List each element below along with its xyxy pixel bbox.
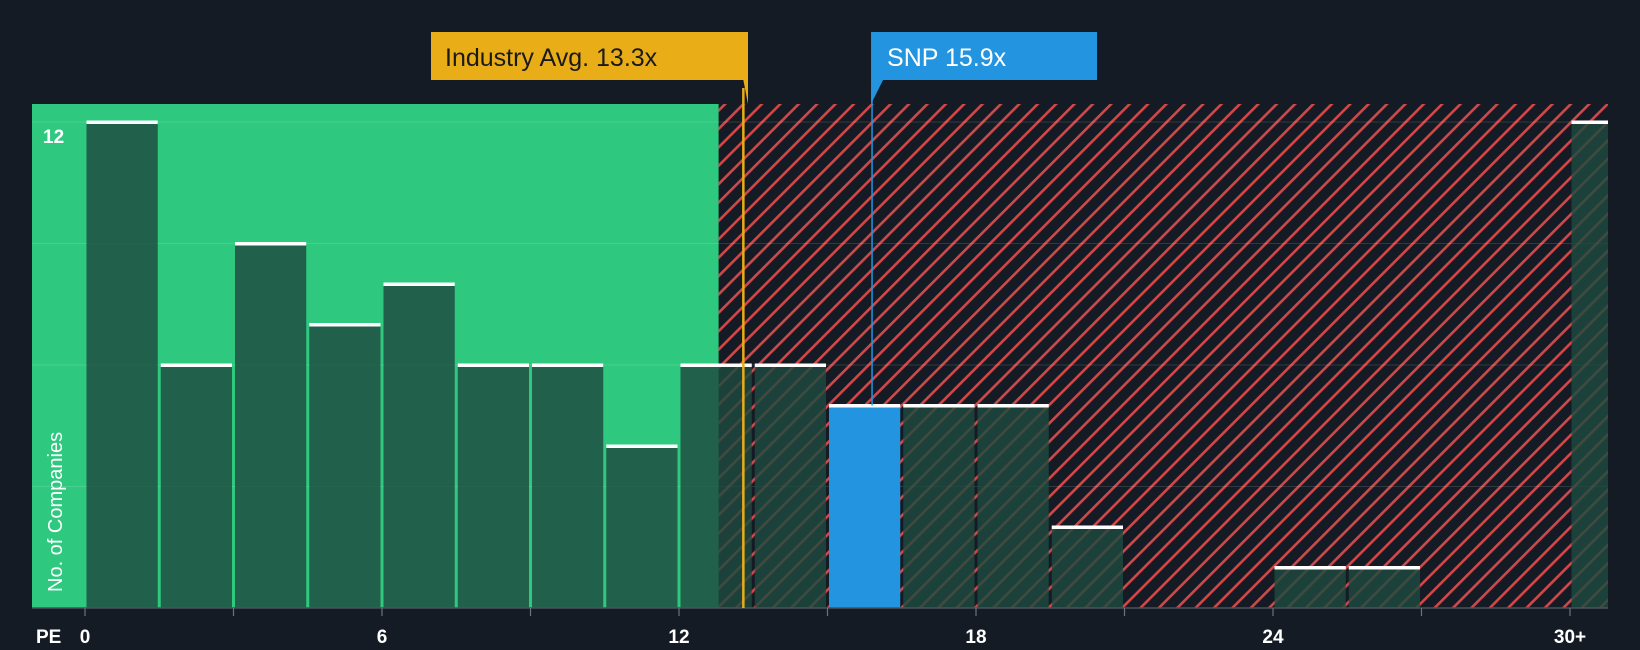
- company-pe-box: [871, 32, 1097, 104]
- x-tick-label: 18: [965, 627, 986, 648]
- bar: [383, 284, 455, 608]
- bar-cap: [235, 242, 307, 246]
- bar-cap: [1274, 566, 1346, 570]
- x-tick-label: 30+: [1554, 627, 1586, 648]
- bar: [1571, 122, 1608, 608]
- y-tick-label: 12: [43, 127, 64, 148]
- bar: [977, 405, 1049, 608]
- x-tick-labels: PE 0 6 12 18 24 30+: [36, 627, 1586, 648]
- x-tick-label: 12: [668, 627, 689, 648]
- bar: [1274, 567, 1346, 608]
- bar-cap: [754, 363, 826, 367]
- bar: [1051, 527, 1123, 608]
- bar-cap: [829, 404, 901, 408]
- company-pe-callout: SNP 15.9x: [871, 32, 1097, 104]
- bar: [606, 446, 678, 608]
- bar-cap: [903, 404, 975, 408]
- bar-cap: [383, 282, 455, 286]
- bar: [1348, 567, 1420, 608]
- y-axis-label: No. of Companies: [45, 432, 67, 592]
- bar-highlight: [829, 405, 901, 608]
- x-axis-label: PE: [36, 627, 61, 648]
- company-pe-label: SNP 15.9x: [887, 44, 1007, 72]
- x-tick-label: 0: [80, 627, 91, 648]
- bar-cap: [86, 120, 158, 124]
- bar: [309, 324, 381, 608]
- bar-cap: [606, 444, 678, 448]
- x-tick-label: 24: [1262, 627, 1284, 648]
- industry-average-callout: Industry Avg. 13.3x: [431, 32, 748, 104]
- markers: [742, 88, 873, 608]
- bar-cap: [1571, 120, 1608, 124]
- bar-cap: [977, 404, 1049, 408]
- bar-cap: [457, 363, 529, 367]
- industry-average-box: [431, 32, 748, 104]
- bar: [532, 365, 604, 608]
- bar: [457, 365, 529, 608]
- bar: [160, 365, 232, 608]
- bar-cap: [1348, 566, 1420, 570]
- bar-cap: [1051, 525, 1123, 529]
- bar: [754, 365, 826, 608]
- x-tick-label: 6: [377, 627, 388, 648]
- bar: [903, 405, 975, 608]
- industry-average-label: Industry Avg. 13.3x: [445, 44, 658, 72]
- bar-cap: [309, 323, 381, 327]
- bar-cap: [160, 363, 232, 367]
- bar: [86, 122, 158, 608]
- bar-cap: [532, 363, 604, 367]
- bar-cap: [680, 363, 752, 367]
- bar: [680, 365, 752, 608]
- bars: [86, 120, 1608, 608]
- x-axis: [32, 607, 1608, 616]
- bar: [235, 243, 307, 608]
